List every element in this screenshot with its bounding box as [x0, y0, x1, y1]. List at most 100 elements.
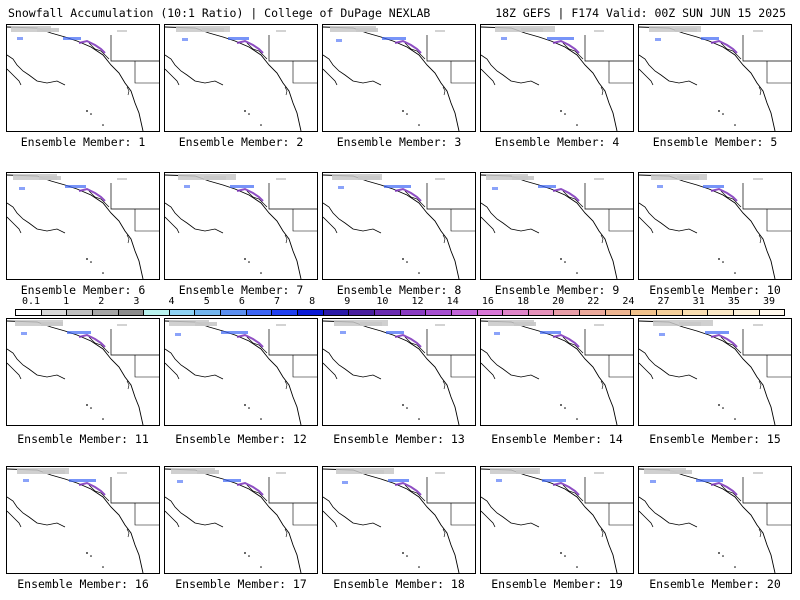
colorbar-tick-label: 5 [203, 296, 210, 307]
ensemble-member-map-8 [322, 172, 476, 280]
run-valid-time: 18Z GEFS | F174 Valid: 00Z SUN JUN 15 20… [495, 6, 786, 20]
colorbar-tick-label: 4 [168, 296, 175, 307]
colorbar-swatch [374, 310, 401, 315]
colorbar-tick-label: 14 [446, 296, 459, 307]
colorbar-tick-label: 24 [622, 296, 635, 307]
colorbar-swatch [272, 310, 299, 315]
colorbar-swatch [451, 310, 478, 315]
colorbar-swatch [221, 310, 247, 315]
map-basemap [165, 26, 317, 131]
colorbar-tick-label: 16 [481, 296, 494, 307]
map-basemap [7, 468, 159, 573]
colorbar-tick-label: 3 [133, 296, 140, 307]
ensemble-member-label: Ensemble Member: 8 [336, 283, 462, 297]
ensemble-member-map-1 [6, 24, 160, 132]
ensemble-member-label: Ensemble Member: 11 [17, 432, 149, 446]
colorbar-swatch [657, 310, 683, 315]
ensemble-member-map-7 [164, 172, 318, 280]
ensemble-member-map-14 [480, 318, 634, 426]
colorbar-swatch [605, 310, 632, 315]
colorbar-tick-label: 1 [63, 296, 70, 307]
ensemble-member-map-13 [322, 318, 476, 426]
colorbar-swatch [323, 310, 350, 315]
colorbar-tick-label: 2 [98, 296, 105, 307]
ensemble-member-map-11 [6, 318, 160, 426]
colorbar-swatch [169, 310, 196, 315]
map-basemap [165, 320, 317, 425]
ensemble-member-label: Ensemble Member: 17 [175, 577, 307, 591]
colorbar-swatch [580, 310, 606, 315]
colorbar-labels: 0.1 1 2 3 4 5 6 7 8 9 10 12 14 16 18 20 22 24 27 31 35 39 [15, 296, 785, 308]
colorbar-tick-label: 12 [411, 296, 424, 307]
colorbar-swatch [92, 310, 119, 315]
colorbar-tick-label: 9 [344, 296, 351, 307]
ensemble-member-map-16 [6, 466, 160, 574]
ensemble-member-label: Ensemble Member: 9 [494, 283, 620, 297]
map-basemap [481, 174, 633, 279]
colorbar-swatch [400, 310, 427, 315]
ensemble-member-label: Ensemble Member: 4 [494, 135, 620, 149]
colorbar-swatch [554, 310, 581, 315]
ensemble-member-label: Ensemble Member: 12 [175, 432, 307, 446]
colorbar-swatch [41, 310, 68, 315]
ensemble-member-label: Ensemble Member: 3 [336, 135, 462, 149]
ensemble-member-label: Ensemble Member: 20 [649, 577, 781, 591]
ensemble-member-map-3 [322, 24, 476, 132]
ensemble-member-map-20 [638, 466, 792, 574]
ensemble-member-label: Ensemble Member: 14 [491, 432, 623, 446]
map-basemap [7, 320, 159, 425]
colorbar-tick-label: 39 [762, 296, 776, 307]
colorbar-swatch [426, 310, 452, 315]
ensemble-member-map-15 [638, 318, 792, 426]
colorbar-swatch [477, 310, 504, 315]
colorbar-swatch [195, 310, 222, 315]
colorbar-swatch [144, 310, 170, 315]
map-title: Snowfall Accumulation (10:1 Ratio) | Col… [8, 6, 431, 20]
colorbar-swatch [246, 310, 273, 315]
ensemble-member-label: Ensemble Member: 2 [178, 135, 304, 149]
ensemble-member-label: Ensemble Member: 13 [333, 432, 465, 446]
map-basemap [7, 174, 159, 279]
ensemble-member-map-4 [480, 24, 634, 132]
colorbar-swatch [503, 310, 529, 315]
colorbar-swatch [67, 310, 93, 315]
colorbar-tick-label: 18 [516, 296, 530, 307]
ensemble-member-map-6 [6, 172, 160, 280]
colorbar-tick-label: 0.1 [21, 296, 41, 307]
map-basemap [165, 174, 317, 279]
map-basemap [323, 174, 475, 279]
ensemble-member-label: Ensemble Member: 15 [649, 432, 781, 446]
map-basemap [639, 468, 791, 573]
map-basemap [323, 26, 475, 131]
colorbar-swatch [708, 310, 734, 315]
colorbar-tick-label: 7 [273, 296, 281, 307]
colorbar-swatch [298, 310, 324, 315]
colorbar-swatch [118, 310, 145, 315]
colorbar-tick-label: 22 [587, 296, 600, 307]
colorbar-swatch [682, 310, 709, 315]
colorbar-swatch [631, 310, 658, 315]
ensemble-member-map-19 [480, 466, 634, 574]
ensemble-member-map-17 [164, 466, 318, 574]
map-basemap [7, 26, 159, 131]
colorbar-swatch [759, 310, 785, 315]
ensemble-member-label: Ensemble Member: 10 [649, 283, 781, 297]
map-basemap [323, 468, 475, 573]
snowfall-colorbar [15, 309, 785, 316]
ensemble-member-label: Ensemble Member: 7 [178, 283, 304, 297]
ensemble-member-label: Ensemble Member: 18 [333, 577, 465, 591]
ensemble-member-label: Ensemble Member: 19 [491, 577, 623, 591]
colorbar-tick-label: 31 [692, 296, 705, 307]
map-basemap [639, 320, 791, 425]
ensemble-member-map-18 [322, 466, 476, 574]
ensemble-member-map-5 [638, 24, 792, 132]
colorbar-swatch [349, 310, 375, 315]
map-basemap [639, 174, 791, 279]
colorbar-swatch [528, 310, 555, 315]
ensemble-member-label: Ensemble Member: 1 [20, 135, 146, 149]
colorbar-tick-label: 8 [309, 296, 316, 307]
colorbar-swatch [16, 310, 42, 315]
ensemble-member-label: Ensemble Member: 5 [652, 135, 778, 149]
ensemble-member-map-12 [164, 318, 318, 426]
